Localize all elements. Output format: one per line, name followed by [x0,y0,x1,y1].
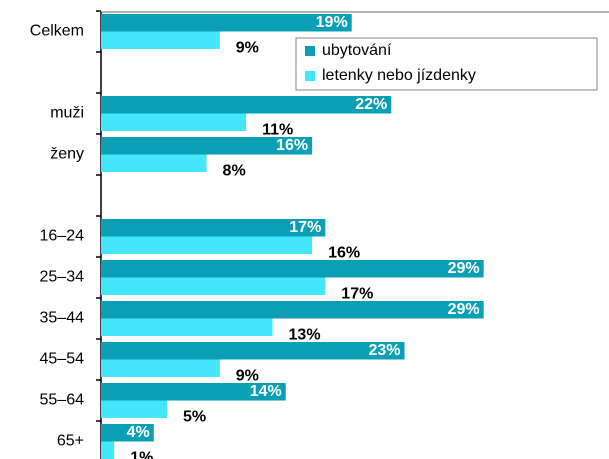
bar [101,236,313,254]
value-label: 11% [262,121,293,138]
value-label: 17% [341,285,373,302]
value-label: 5% [183,408,206,425]
bar [101,400,167,418]
bar [101,318,273,336]
value-label: 4% [127,424,150,441]
legend-swatch [305,71,315,81]
bar [101,301,484,319]
value-label: 8% [223,162,246,179]
y-tick-label: Celkem [30,23,84,40]
bar [101,342,405,360]
value-label: 9% [236,367,259,384]
value-label: 16% [276,137,308,154]
bar [101,31,220,49]
bar [101,383,286,401]
bar [101,96,392,114]
bar [101,260,484,278]
value-label: 23% [368,342,400,359]
value-label: 16% [328,244,360,261]
legend-label: letenky nebo jízdenky [322,67,476,84]
bar [101,441,115,459]
y-tick-label: 16–24 [40,228,85,245]
bar [101,113,247,131]
legend-label: ubytování [322,42,392,59]
bar [101,424,154,442]
value-label: 9% [236,39,259,56]
value-label: 19% [316,14,348,31]
bar [101,219,326,237]
value-label: 22% [355,96,387,113]
y-tick-label: 65+ [57,433,84,450]
bar [101,137,313,155]
bar [101,359,220,377]
value-label: 29% [448,301,480,318]
y-tick-label: 25–34 [40,269,85,286]
y-tick-label: ženy [50,146,84,163]
y-tick-label: 55–64 [40,392,85,409]
value-label: 14% [250,383,282,400]
legend-box [295,37,598,91]
value-label: 17% [289,219,321,236]
bar [101,154,207,172]
bar [101,277,326,295]
legend-swatch [305,46,315,56]
y-tick-label: 35–44 [40,310,85,327]
value-label: 1% [130,449,153,459]
y-tick-label: 45–54 [40,351,85,368]
value-label: 29% [448,260,480,277]
y-tick-label: muži [50,105,84,122]
bar [101,14,352,32]
value-label: 13% [289,326,321,343]
